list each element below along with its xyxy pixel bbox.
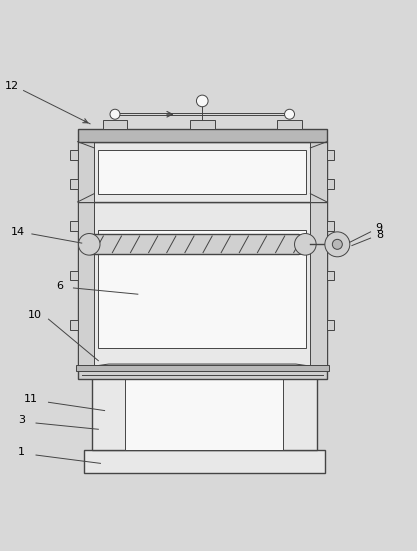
Bar	[70, 220, 78, 231]
Bar	[84, 450, 325, 473]
Circle shape	[325, 232, 350, 257]
Bar	[327, 271, 334, 280]
Bar	[327, 150, 334, 160]
Bar	[103, 120, 128, 129]
Text: 9: 9	[375, 223, 382, 233]
Bar	[70, 179, 78, 189]
Text: 14: 14	[11, 227, 25, 237]
Bar	[327, 220, 334, 231]
Circle shape	[110, 109, 120, 119]
Bar	[277, 120, 302, 129]
Bar	[78, 202, 94, 366]
Bar	[98, 150, 306, 193]
Text: 8: 8	[376, 230, 383, 240]
Circle shape	[284, 109, 294, 119]
Circle shape	[196, 95, 208, 107]
Bar	[78, 129, 327, 142]
Bar	[70, 320, 78, 331]
Bar	[70, 150, 78, 160]
Bar	[310, 202, 327, 366]
Text: 6: 6	[56, 281, 63, 291]
Bar	[90, 234, 306, 255]
Circle shape	[294, 234, 316, 255]
Text: 12: 12	[5, 82, 20, 91]
Bar	[92, 377, 317, 450]
Bar	[310, 142, 327, 202]
Bar	[78, 142, 94, 202]
Bar	[126, 377, 283, 450]
Bar	[327, 320, 334, 331]
Text: 10: 10	[28, 310, 42, 320]
Bar	[78, 142, 327, 202]
Bar	[75, 365, 329, 371]
Bar	[98, 230, 306, 348]
Bar	[70, 271, 78, 280]
Bar	[190, 120, 215, 129]
Text: 3: 3	[18, 415, 25, 425]
Bar	[78, 366, 327, 379]
Circle shape	[78, 234, 100, 255]
Text: 1: 1	[18, 447, 25, 457]
Bar	[78, 202, 327, 366]
Bar	[327, 179, 334, 189]
Polygon shape	[94, 364, 310, 366]
Circle shape	[332, 239, 342, 249]
Text: 11: 11	[24, 394, 38, 404]
